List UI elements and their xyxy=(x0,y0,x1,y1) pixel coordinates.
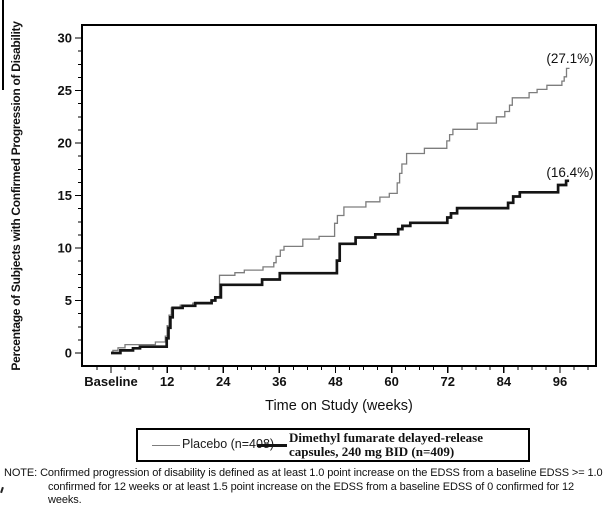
y-tick-label: 10 xyxy=(58,241,72,256)
placebo-final-pct-label: (27.1%) xyxy=(546,51,593,66)
footnote-line2: confirmed for 12 weeks or at least 1.5 p… xyxy=(48,480,575,507)
legend-label-dmf-line2: capsules, 240 mg BID (n=409) xyxy=(289,444,455,459)
x-tick-label: 48 xyxy=(328,374,342,389)
x-tick-label: 12 xyxy=(160,374,174,389)
legend-label-dmf-line1: Dimethyl fumarate delayed-release xyxy=(289,430,483,445)
x-tick-label: 24 xyxy=(216,374,231,389)
y-tick-label: 0 xyxy=(65,346,72,361)
footnote-line1: NOTE: Confirmed progression of disabilit… xyxy=(4,467,603,479)
y-tick-label: 20 xyxy=(58,136,72,151)
x-tick-label: Baseline xyxy=(84,374,137,389)
placebo-line-sample xyxy=(152,445,180,446)
dmf-final-pct-label: (16.4%) xyxy=(546,165,593,180)
x-axis-title: Time on Study (weeks) xyxy=(265,398,413,414)
scan-artifact-line xyxy=(2,0,4,90)
placebo-curve xyxy=(111,67,570,354)
legend-label-dmf: Dimethyl fumarate delayed-release capsul… xyxy=(289,431,483,459)
y-tick-label: 15 xyxy=(58,188,72,203)
x-tick-label: 36 xyxy=(272,374,286,389)
y-axis-title: Percentage of Subjects with Confirmed Pr… xyxy=(9,21,23,371)
legend: Placebo (n=408) Dimethyl fumarate delaye… xyxy=(136,428,530,462)
legend-label-placebo: Placebo (n=408) xyxy=(182,437,275,451)
x-tick-label: 60 xyxy=(384,374,398,389)
x-tick-label: 72 xyxy=(441,374,455,389)
x-tick-label: 84 xyxy=(497,374,512,389)
x-tick-label: 96 xyxy=(553,374,567,389)
y-tick-label: 30 xyxy=(58,31,72,46)
dmf-line-sample xyxy=(257,444,287,447)
y-tick-label: 25 xyxy=(58,83,72,98)
footnote: NOTE: Confirmed progression of disabilit… xyxy=(4,467,604,508)
y-tick-label: 5 xyxy=(65,293,72,308)
dmf-curve xyxy=(111,179,570,355)
